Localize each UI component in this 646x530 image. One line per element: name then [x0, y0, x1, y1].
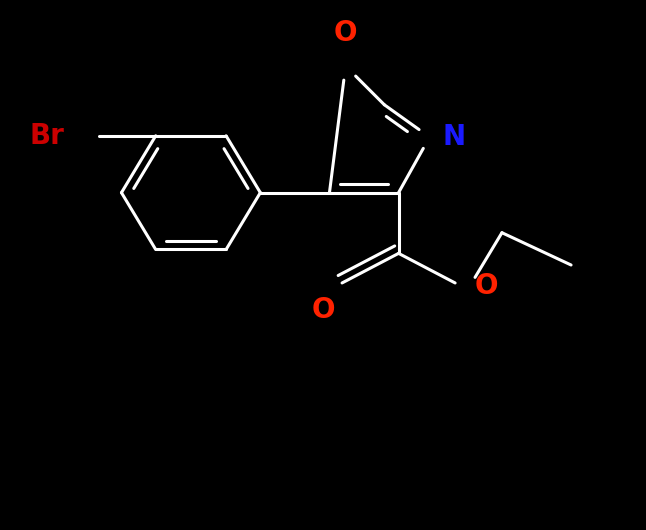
Text: Br: Br	[30, 122, 65, 150]
Text: N: N	[443, 123, 466, 151]
Text: O: O	[311, 296, 335, 324]
Text: O: O	[334, 19, 357, 47]
Text: O: O	[474, 272, 497, 301]
